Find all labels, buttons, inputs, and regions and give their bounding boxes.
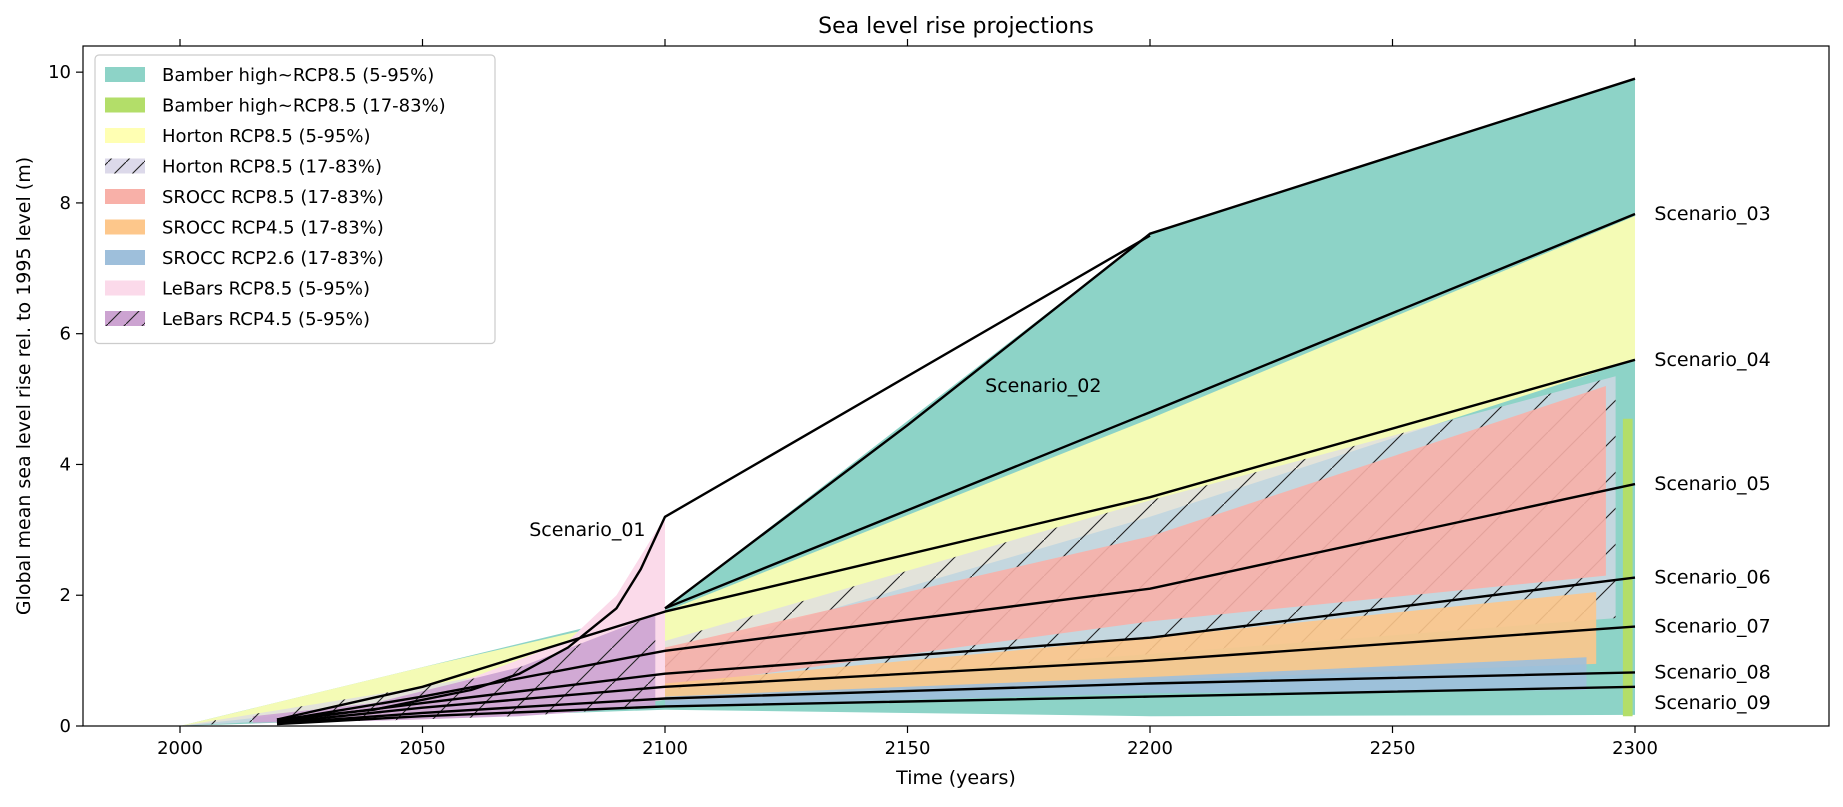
x-tick-label: 2000 [157, 738, 203, 759]
line-scenario-05 [276, 482, 1636, 722]
annotation-scenario-04: Scenario_04 [1654, 349, 1770, 371]
legend-label-horton-rcp8-5-17-83: Horton RCP8.5 (17-83%) [162, 157, 382, 178]
line-scenario-01 [276, 234, 1151, 721]
scenario-lines-layer [276, 77, 1636, 726]
band-srocc-rcp8-5-17-83 [665, 386, 1606, 687]
annotation-scenario-03: Scenario_03 [1654, 203, 1770, 225]
legend-label-srocc-rcp2-6-17-83: SROCC RCP2.6 (17-83%) [162, 248, 384, 269]
legend-swatch-bamber-high-rcp8-5-5-95 [105, 67, 145, 82]
legend-box [94, 54, 496, 345]
annotation-scenario-02: Scenario_02 [985, 375, 1101, 397]
annotation-scenario-01: Scenario_01 [529, 519, 645, 541]
legend-swatch-bamber-high-rcp8-5-17-83 [105, 97, 145, 113]
y-tick-label: 0 [60, 716, 71, 737]
legend-label-bamber-high-rcp8-5-17-83: Bamber high~RCP8.5 (17-83%) [162, 96, 446, 117]
annotation-scenario-07: Scenario_07 [1654, 616, 1770, 638]
line-scenario-08 [276, 671, 1636, 725]
legend-swatch-hatch [105, 158, 145, 174]
line-scenario-06 [276, 576, 1636, 723]
line-scenario-02 [664, 77, 1636, 610]
y-tick-label: 2 [60, 585, 71, 606]
legend-label-lebars-rcp8-5-5-95: LeBars RCP8.5 (5-95%) [162, 279, 370, 300]
line-scenario-07 [276, 625, 1636, 724]
annotation-scenario-08: Scenario_08 [1654, 661, 1770, 683]
x-tick-label: 2250 [1370, 738, 1416, 759]
axis-ticks: 2000 2050 2100 2150 2200 2250 2300 0 2 4 6 8 10 [48, 39, 1658, 759]
band-srocc-rcp2-6-17-83 [665, 657, 1587, 707]
y-tick-label: 10 [48, 62, 71, 83]
annotation-scenario-09: Scenario_09 [1654, 692, 1770, 714]
y-tick-label: 6 [60, 324, 71, 345]
legend-swatch-lebars-rcp8-5-5-95 [105, 280, 145, 296]
legend-label-bamber-high-rcp8-5-5-95: Bamber high~RCP8.5 (5-95%) [162, 65, 434, 86]
x-tick-label: 2050 [400, 738, 446, 759]
y-tick-label: 4 [60, 454, 71, 475]
y-axis-label: Global mean sea level rise rel. to 1995 … [13, 157, 35, 615]
x-tick-label: 2200 [1127, 738, 1173, 759]
x-tick-label: 2100 [642, 738, 688, 759]
legend-swatch-srocc-rcp8-5-17-83 [105, 189, 145, 204]
legend: Bamber high~RCP8.5 (5-95%) Bamber high~RC… [94, 54, 496, 345]
legend-swatch-srocc-rcp4-5-17-83 [105, 219, 145, 235]
x-tick-label: 2150 [885, 738, 931, 759]
legend-swatch-horton-rcp8-5-5-95 [105, 128, 145, 143]
band-bamber-high-rcp8-5-17-83 [1622, 418, 1633, 717]
x-tick-label: 2300 [1612, 738, 1658, 759]
legend-label-horton-rcp8-5-5-95: Horton RCP8.5 (5-95%) [162, 126, 371, 147]
scenario-annotations: Scenario_01 Scenario_02 Scenario_03 Scenari… [529, 203, 1770, 714]
annotation-scenario-06: Scenario_06 [1654, 567, 1770, 589]
line-scenario-09 [276, 685, 1636, 726]
legend-swatch-srocc-rcp2-6-17-83 [105, 250, 145, 265]
plot-frame [82, 45, 1830, 727]
annotation-scenario-05: Scenario_05 [1654, 473, 1770, 495]
chart-title: Sea level rise projections [818, 14, 1094, 39]
legend-label-srocc-rcp4-5-17-83: SROCC RCP4.5 (17-83%) [162, 218, 384, 239]
line-scenario-04 [276, 358, 1636, 721]
y-tick-label: 8 [60, 193, 71, 214]
legend-label-srocc-rcp8-5-17-83: SROCC RCP8.5 (17-83%) [162, 187, 384, 208]
legend-swatch-hatch [105, 311, 145, 326]
line-scenario-03 [664, 212, 1636, 610]
legend-label-lebars-rcp4-5-5-95: LeBars RCP4.5 (5-95%) [162, 309, 370, 330]
x-axis-label: Time (years) [895, 767, 1016, 789]
